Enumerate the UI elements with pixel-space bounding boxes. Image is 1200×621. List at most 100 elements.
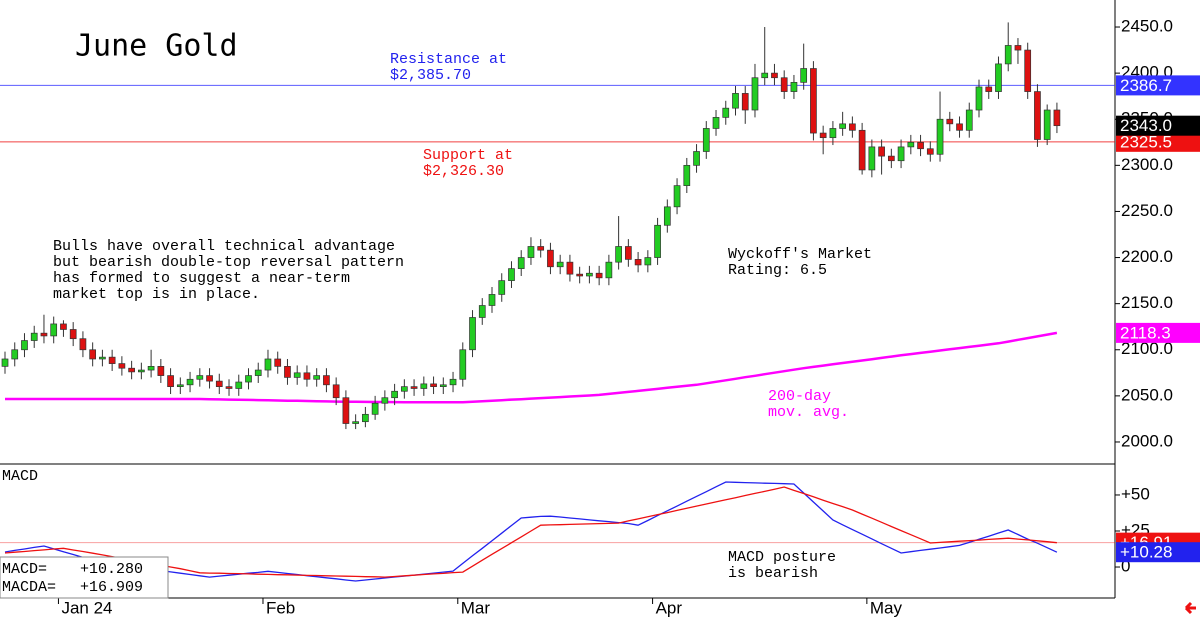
y-tick-label: 2300.0 <box>1121 155 1173 174</box>
candle-body <box>858 129 866 171</box>
candle-body <box>303 372 311 380</box>
candle-body <box>965 109 973 131</box>
candle-body <box>878 146 885 157</box>
candle-body <box>693 151 700 166</box>
candle-body <box>371 402 379 415</box>
price-tag-label: 2386.7 <box>1120 76 1172 95</box>
annotation: mov. avg. <box>768 404 849 421</box>
candle-body <box>264 358 272 371</box>
candle-body <box>907 141 915 148</box>
candle-body <box>245 375 252 383</box>
candle-body <box>99 356 106 360</box>
candle-body <box>293 372 301 378</box>
candle-body <box>215 380 223 387</box>
candle-body <box>50 323 58 337</box>
y-tick-label: 2450.0 <box>1121 17 1173 36</box>
candle-body <box>956 123 963 131</box>
candle-body <box>498 280 506 295</box>
candle-body <box>1024 49 1032 92</box>
candle-body <box>810 68 817 134</box>
annotation: has formed to suggest a near-term <box>53 270 350 287</box>
price-tag <box>1116 131 1200 152</box>
candle-body <box>40 332 48 337</box>
y-tick-label: 2250.0 <box>1121 201 1173 220</box>
candle-body <box>751 77 759 111</box>
candle-body <box>469 317 476 351</box>
candle-body <box>849 123 856 131</box>
candle-body <box>1014 45 1022 51</box>
candle-body <box>517 257 525 269</box>
candle-body <box>926 148 934 155</box>
annotation: Support at <box>423 147 513 164</box>
legend-box <box>0 556 169 599</box>
candle-body <box>800 68 808 83</box>
candle-body <box>30 332 38 341</box>
candle-body <box>790 81 798 92</box>
candle-body <box>1004 45 1012 65</box>
y-tick-label: 2200.0 <box>1121 247 1173 266</box>
candle-body <box>586 272 593 277</box>
candle-body <box>839 123 846 129</box>
candle-body <box>449 378 457 386</box>
candle-body <box>11 349 19 360</box>
price-tag-label: 2118.3 <box>1120 323 1171 342</box>
legend-readout: +10.280 <box>80 561 143 578</box>
chart-title: June Gold <box>75 29 238 64</box>
candle-body <box>683 164 691 186</box>
candle-body <box>887 155 895 162</box>
annotation: $2,385.70 <box>390 67 471 84</box>
legend-name: MACDA= <box>2 579 56 596</box>
candle-body <box>741 93 749 111</box>
legend-name: MACD= <box>2 561 47 578</box>
price-tag-label: 2325.5 <box>1120 132 1172 151</box>
price-tag <box>1116 115 1200 136</box>
macd-line <box>4 486 1057 578</box>
annotation: 200-day <box>768 388 831 405</box>
candle-body <box>138 369 145 373</box>
annotation: Resistance at <box>390 51 507 68</box>
x-tick-label: May <box>870 598 903 617</box>
arrow-icon <box>1184 601 1196 615</box>
panel-title: MACD <box>2 468 38 485</box>
candle-body <box>147 366 155 371</box>
candle-body <box>176 384 184 387</box>
candle-body <box>917 141 924 150</box>
candle-body <box>410 386 418 389</box>
y-tick-label: +50 <box>1121 484 1150 503</box>
candle-body <box>829 128 837 139</box>
candle-body <box>673 185 681 208</box>
x-tick-label: Feb <box>266 598 295 617</box>
candle-body <box>459 349 467 380</box>
candle-body <box>819 132 827 139</box>
annotation: Bulls have overall technical advantage <box>53 238 395 255</box>
candle-body <box>157 366 165 376</box>
legend-readout: +16.909 <box>80 579 143 596</box>
candle-body <box>780 77 788 92</box>
candle-body <box>936 118 944 155</box>
y-tick-label: 2150.0 <box>1121 293 1173 312</box>
annotation: but bearish double-top reversal pattern <box>53 254 404 271</box>
annotation: Rating: 6.5 <box>728 262 827 279</box>
candle-body <box>1034 91 1041 140</box>
y-tick-label: 2000.0 <box>1121 431 1173 450</box>
candle-body <box>625 246 632 260</box>
candle-body <box>488 294 496 306</box>
candle-body <box>712 117 720 129</box>
candle-body <box>186 378 194 386</box>
candle-body <box>566 261 574 275</box>
candle-body <box>615 246 622 263</box>
candle-body <box>420 383 428 389</box>
candle-body <box>430 383 437 387</box>
candle-body <box>284 366 291 378</box>
candle-body <box>478 305 486 318</box>
candle-body <box>595 272 603 279</box>
candle-body <box>89 349 97 360</box>
candle-body <box>69 329 77 340</box>
candle-body <box>225 386 233 389</box>
candle-body <box>79 338 87 351</box>
candle-body <box>274 358 282 367</box>
candle-body <box>352 421 359 424</box>
candle-body <box>527 246 535 258</box>
annotation: market top is in place. <box>53 286 260 303</box>
x-tick-label: Apr <box>656 598 683 617</box>
